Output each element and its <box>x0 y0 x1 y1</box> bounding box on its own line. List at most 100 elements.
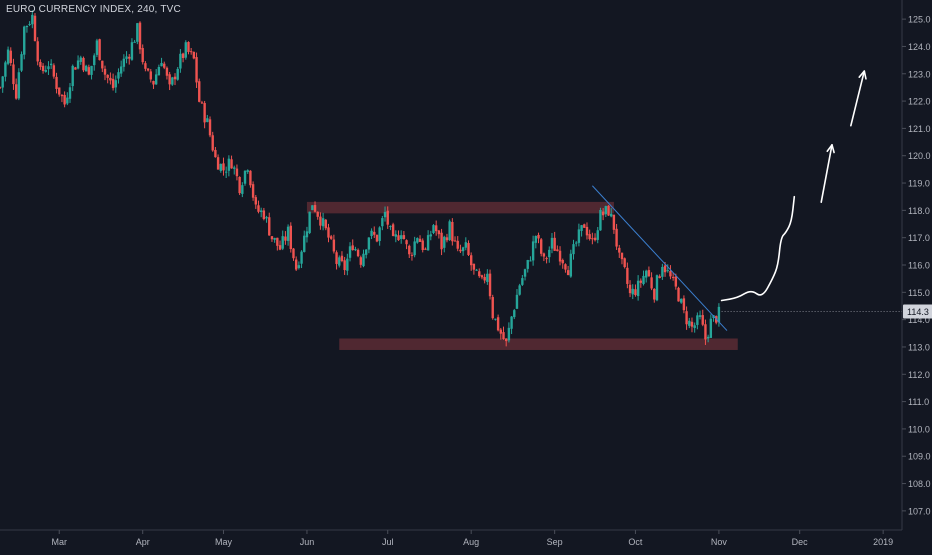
candle-body <box>386 210 389 225</box>
candle-body <box>276 237 279 246</box>
candle-body <box>36 41 39 62</box>
candle-body <box>381 218 384 227</box>
x-tick-label: Mar <box>51 537 67 547</box>
candle-body <box>367 237 371 250</box>
candle-body <box>636 280 640 297</box>
candle-body <box>591 238 594 240</box>
candle-body <box>661 266 664 277</box>
candle-body <box>515 294 519 309</box>
candle-body <box>17 72 21 99</box>
candle-body <box>198 81 201 102</box>
candle-body <box>160 62 163 67</box>
candle-body <box>534 236 538 243</box>
candle-body <box>348 246 352 258</box>
candle-body <box>154 74 158 85</box>
candle-body <box>698 315 702 317</box>
x-tick-label: 2019 <box>873 537 893 547</box>
candle-body <box>241 185 244 194</box>
candle-body <box>58 87 61 95</box>
candle-body <box>583 224 586 228</box>
candle-body <box>607 205 610 216</box>
candle-body <box>553 237 556 251</box>
current-price-badge <box>903 304 932 319</box>
candle-body <box>469 255 473 266</box>
candle-body <box>230 159 233 169</box>
candle-body <box>74 67 77 70</box>
candle-body <box>136 23 139 42</box>
chart-title: EURO CURRENCY INDEX, 240, TVC <box>6 4 181 15</box>
candle-body <box>577 229 581 243</box>
candle-body <box>499 329 503 334</box>
candle-body <box>483 276 486 281</box>
candle-body <box>421 240 424 250</box>
price-zone-rectangle <box>306 201 614 214</box>
candle-body <box>494 318 497 320</box>
candle-body <box>71 65 74 87</box>
candle-body <box>426 235 430 251</box>
candle-body <box>41 65 45 72</box>
candle-body <box>410 254 414 256</box>
candle-body <box>128 56 131 59</box>
projection-arrow-head <box>858 70 867 80</box>
candle-body <box>399 235 403 239</box>
candle-body <box>451 221 454 242</box>
candle-body <box>561 259 564 264</box>
candle-body <box>200 102 204 104</box>
candle-body <box>289 225 292 250</box>
candle-body <box>545 258 548 260</box>
y-tick-label: 122.0 <box>908 97 931 107</box>
candle-body <box>249 170 252 186</box>
candle-body <box>173 76 177 80</box>
candle-body <box>300 251 303 264</box>
candle-body <box>79 57 82 62</box>
candle-body <box>459 249 462 252</box>
candle-body <box>478 271 481 277</box>
candle-body <box>181 53 185 58</box>
y-tick-label: 118.0 <box>908 206 930 216</box>
candle-body <box>219 163 222 171</box>
candle-body <box>575 242 578 244</box>
candle-body <box>359 257 362 265</box>
candle-body <box>599 209 602 231</box>
candle-body <box>688 320 691 326</box>
candle-body <box>133 41 136 43</box>
x-tick-label: Jun <box>300 537 315 547</box>
candle-body <box>214 149 217 158</box>
candle-body <box>701 315 704 325</box>
candle-body <box>429 234 433 237</box>
candle-body <box>682 298 686 311</box>
y-tick-label: 115.0 <box>908 288 930 298</box>
candle-body <box>588 234 591 240</box>
candle-body <box>467 243 470 255</box>
y-tick-label: 123.0 <box>908 69 931 79</box>
candle-body <box>405 240 408 245</box>
candle-body <box>356 249 360 257</box>
candle-body <box>690 321 694 327</box>
candle-body <box>540 239 543 254</box>
y-tick-label: 124.0 <box>908 42 931 52</box>
candle-body <box>98 39 101 61</box>
candle-body <box>443 236 446 248</box>
candle-body <box>413 241 416 256</box>
candle-body <box>402 235 406 240</box>
candle-body <box>488 273 492 297</box>
candle-body <box>305 231 309 238</box>
candle-body <box>257 205 260 212</box>
candle-body <box>203 103 206 123</box>
candle-body <box>122 58 126 67</box>
candle-body <box>507 327 511 341</box>
candle-body <box>542 253 546 257</box>
candle-body <box>496 317 500 331</box>
candle-body <box>389 225 392 227</box>
candle-body <box>655 275 659 301</box>
candle-body <box>14 84 18 99</box>
x-tick-label: Sep <box>547 537 563 547</box>
candle-body <box>292 248 295 259</box>
y-tick-label: 121.0 <box>908 124 931 134</box>
projection-arrow-head <box>826 143 835 154</box>
candle-body <box>558 250 562 262</box>
candle-body <box>628 284 632 294</box>
candle-body <box>187 42 190 52</box>
